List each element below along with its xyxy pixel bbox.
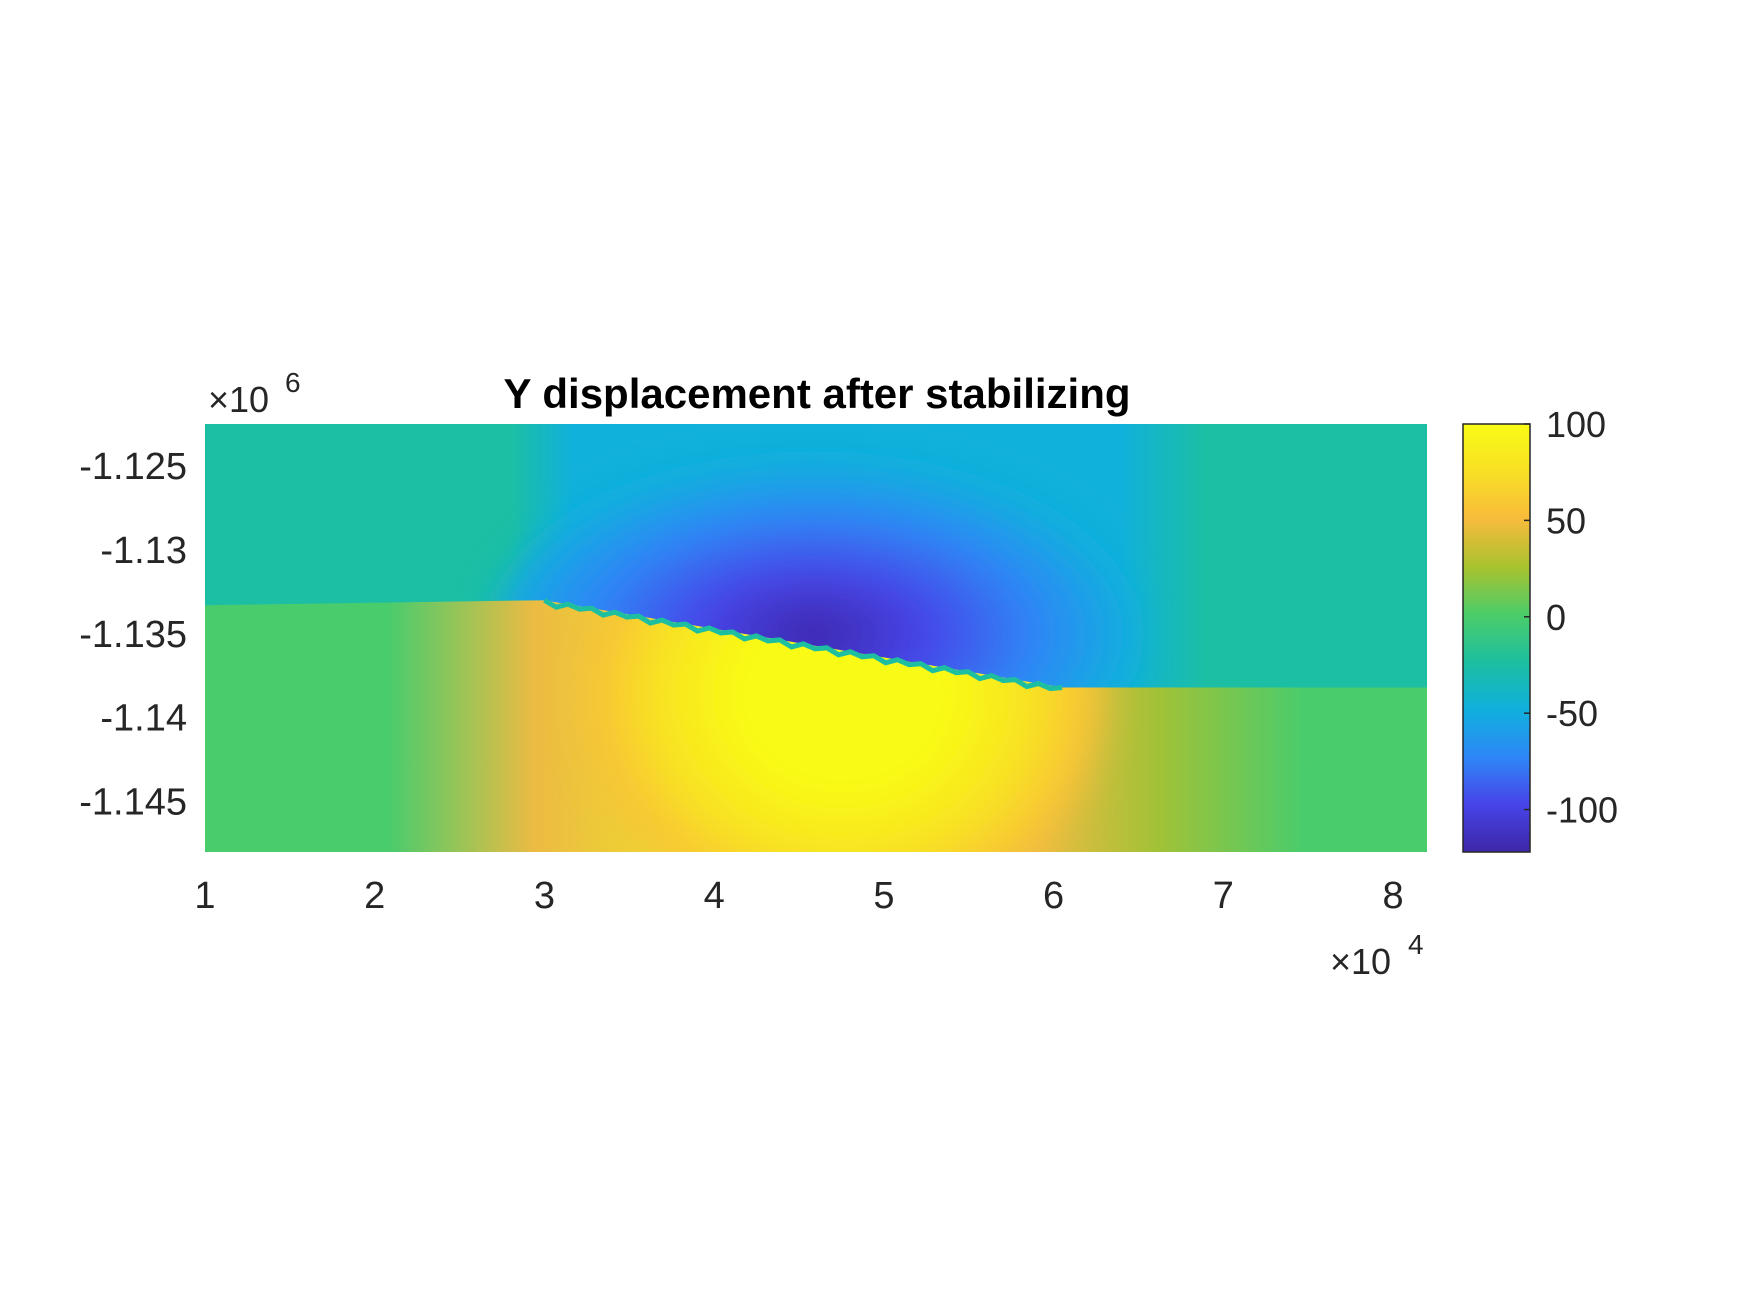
y-multiplier-exponent: 6 [285,367,301,398]
y-tick-label: -1.13 [100,530,187,572]
heatmap [205,424,1427,852]
colorbar-tick-label: 50 [1546,500,1586,541]
x-tick-label: 1 [194,875,215,917]
heatmap-field-layers [205,424,1427,852]
chart-title: Y displacement after stabilizing [503,370,1130,417]
colorbar-tick-label: 0 [1546,597,1566,638]
x-tick-label: 8 [1382,875,1403,917]
y-tick-label: -1.145 [79,782,187,824]
x-tick-label: 3 [534,875,555,917]
y-tick-label: -1.14 [100,698,187,740]
x-axis: 1 2 3 4 5 6 7 8 [194,875,1403,917]
y-multiplier-base: 10 [229,379,269,420]
svg-text:×10: ×10 [1330,941,1391,982]
svg-text:×10: ×10 [208,379,269,420]
y-tick-label: -1.135 [79,614,187,656]
x-tick-label: 2 [364,875,385,917]
fault-rupture [543,598,1063,692]
positive-lobe [584,600,1103,852]
colorbar-ticks: 100 50 0 -50 -100 [1524,404,1618,831]
x-tick-label: 7 [1213,875,1234,917]
colorbar-gradient [1462,423,1531,853]
x-tick-label: 4 [704,875,725,917]
y-axis-multiplier: ×10 6 [208,367,301,420]
x-multiplier-exponent: 4 [1408,929,1424,960]
x-tick-label: 6 [1043,875,1064,917]
colorbar-tick-label: 100 [1546,404,1606,445]
negative-lobe [492,463,1135,688]
y-axis: -1.125 -1.13 -1.135 -1.14 -1.145 [79,446,187,824]
colorbar-tick-label: -50 [1546,693,1598,734]
y-tick-label: -1.125 [79,446,187,488]
x-axis-multiplier: ×10 4 [1330,929,1424,982]
colorbar-tick-label: -100 [1546,790,1618,831]
x-tick-label: 5 [873,875,894,917]
colorbar: 100 50 0 -50 -100 [1462,404,1618,853]
x-multiplier-base: 10 [1351,941,1391,982]
